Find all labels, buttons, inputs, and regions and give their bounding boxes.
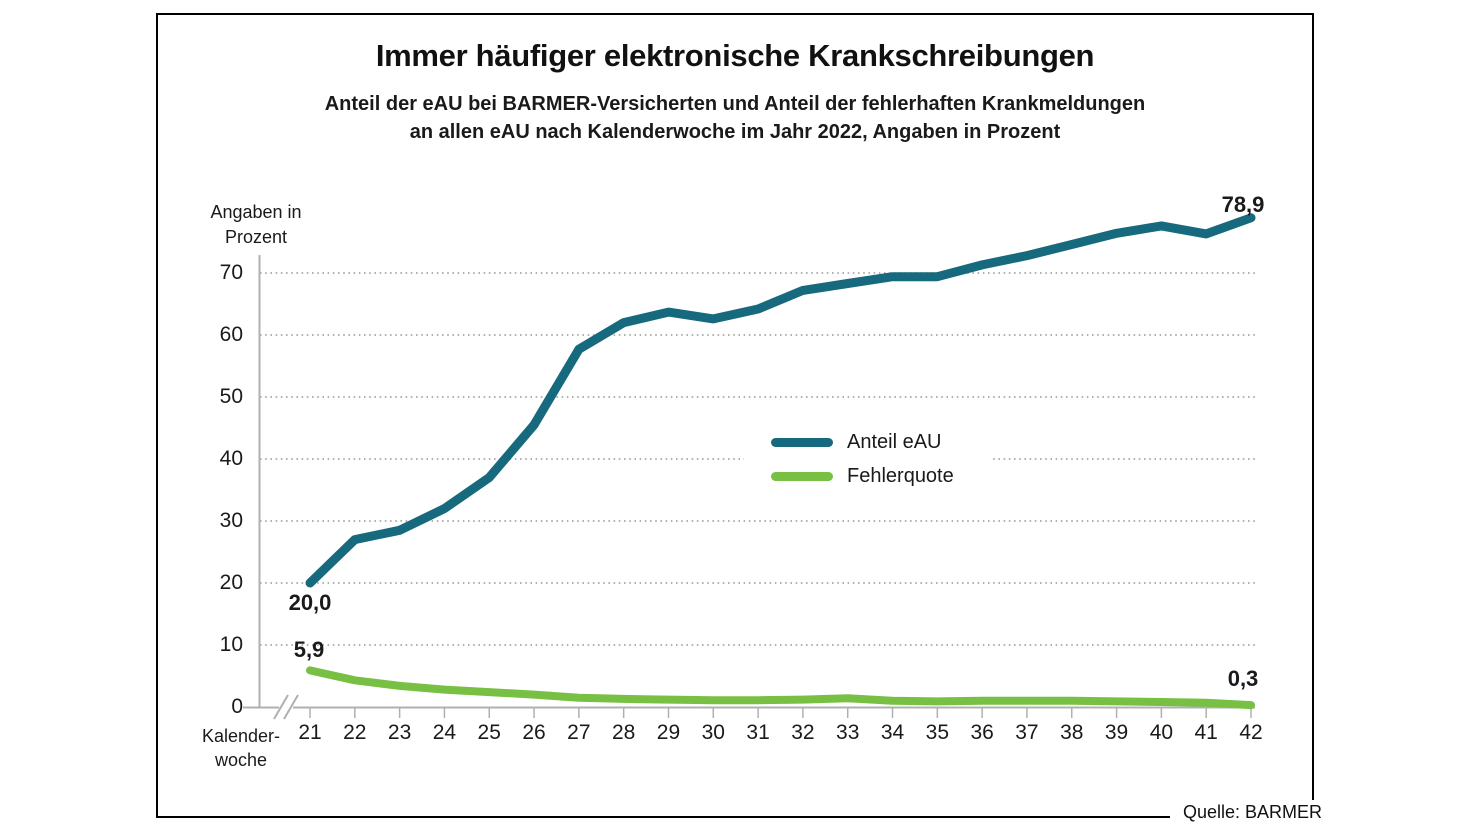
x-tick-label-42: 42 [1239, 721, 1263, 744]
data-label-fehlerquote-end: 0,3 [1227, 666, 1259, 691]
y-tick-label-70: 70 [219, 261, 243, 284]
y-tick-label-10: 10 [219, 633, 243, 656]
chart-subtitle-line2: an allen eAU nach Kalenderwoche im Jahr … [409, 121, 1061, 143]
source-attribution: Quelle: BARMER [1170, 800, 1324, 827]
data-label-anteil-eau-start: 20,0 [288, 590, 332, 615]
y-tick-label-50: 50 [219, 385, 243, 408]
data-label-fehlerquote-start: 5,9 [293, 637, 325, 662]
series-line-fehlerquote [306, 666, 1255, 710]
x-tick-label-31: 31 [746, 721, 770, 744]
y-tick-label-0: 0 [231, 695, 243, 718]
x-tick-label-27: 27 [567, 721, 591, 744]
legend-swatch-fehlerquote [771, 471, 833, 481]
axis-break-slash-1 [273, 694, 289, 720]
x-tick-label-24: 24 [432, 721, 457, 744]
x-tick-label-29: 29 [656, 721, 681, 744]
legend-swatch-anteil-eau [771, 437, 833, 447]
x-axis-unit-line2: woche [214, 750, 268, 770]
axis-break-slash-2 [283, 694, 299, 720]
x-tick-label-34: 34 [880, 721, 905, 744]
legend-item-fehlerquote: Fehlerquote [771, 459, 992, 493]
x-tick-label-40: 40 [1149, 721, 1174, 744]
x-tick-label-33: 33 [836, 721, 860, 744]
x-axis-unit-label: Kalender- woche [194, 724, 288, 772]
x-tick-label-32: 32 [791, 721, 815, 744]
x-tick-label-38: 38 [1060, 721, 1084, 744]
x-tick-label-35: 35 [925, 721, 949, 744]
legend-label-fehlerquote: Fehlerquote [847, 464, 954, 487]
y-axis-unit-line2: Prozent [224, 227, 288, 247]
y-axis-unit-line1: Angaben in [210, 202, 302, 222]
x-tick-label-25: 25 [477, 721, 501, 744]
x-tick-label-21: 21 [298, 721, 322, 744]
x-tick-label-26: 26 [522, 721, 546, 744]
x-tick-label-30: 30 [701, 721, 725, 744]
x-tick-label-37: 37 [1015, 721, 1039, 744]
x-tick-label-23: 23 [387, 721, 412, 744]
y-tick-label-40: 40 [219, 447, 243, 470]
legend: Anteil eAU Fehlerquote [744, 415, 992, 501]
legend-item-anteil-eau: Anteil eAU [771, 425, 992, 459]
x-tick-label-39: 39 [1104, 721, 1129, 744]
chart-title: Immer häufiger elektronische Krankschrei… [375, 38, 1095, 73]
y-tick-label-20: 20 [219, 571, 243, 594]
y-tick-label-30: 30 [219, 509, 243, 532]
y-tick-label-60: 60 [219, 323, 243, 346]
x-tick-label-22: 22 [343, 721, 367, 744]
chart-subtitle: Anteil der eAU bei BARMER-Versicherten u… [156, 90, 1314, 146]
x-tick-label-36: 36 [970, 721, 994, 744]
legend-label-anteil-eau: Anteil eAU [847, 430, 942, 453]
x-tick-label-41: 41 [1194, 721, 1218, 744]
x-tick-label-28: 28 [611, 721, 636, 744]
x-axis-unit-line1: Kalender- [201, 726, 281, 746]
y-axis-unit-label: Angaben in Prozent [200, 200, 312, 250]
series-line-anteil-eau [305, 213, 1256, 588]
data-label-anteil-eau-end: 78,9 [1221, 192, 1265, 217]
chart-frame [156, 13, 1314, 818]
chart-subtitle-line1: Anteil der eAU bei BARMER-Versicherten u… [324, 93, 1146, 115]
